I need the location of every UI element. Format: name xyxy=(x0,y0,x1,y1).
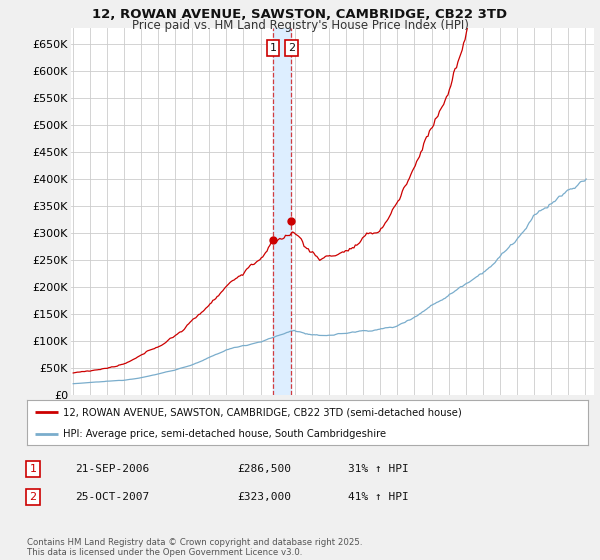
Text: 12, ROWAN AVENUE, SAWSTON, CAMBRIDGE, CB22 3TD (semi-detached house): 12, ROWAN AVENUE, SAWSTON, CAMBRIDGE, CB… xyxy=(64,408,462,418)
Text: Contains HM Land Registry data © Crown copyright and database right 2025.
This d: Contains HM Land Registry data © Crown c… xyxy=(27,538,362,557)
Text: 41% ↑ HPI: 41% ↑ HPI xyxy=(348,492,409,502)
Text: HPI: Average price, semi-detached house, South Cambridgeshire: HPI: Average price, semi-detached house,… xyxy=(64,429,386,439)
Text: £323,000: £323,000 xyxy=(237,492,291,502)
Text: 25-OCT-2007: 25-OCT-2007 xyxy=(75,492,149,502)
Text: 12, ROWAN AVENUE, SAWSTON, CAMBRIDGE, CB22 3TD: 12, ROWAN AVENUE, SAWSTON, CAMBRIDGE, CB… xyxy=(92,8,508,21)
Text: 21-SEP-2006: 21-SEP-2006 xyxy=(75,464,149,474)
Bar xyxy=(273,28,292,395)
Text: Price paid vs. HM Land Registry's House Price Index (HPI): Price paid vs. HM Land Registry's House … xyxy=(131,19,469,32)
Text: 2: 2 xyxy=(288,43,295,53)
Text: 2: 2 xyxy=(29,492,37,502)
Text: £286,500: £286,500 xyxy=(237,464,291,474)
Text: 1: 1 xyxy=(269,43,277,53)
Text: 1: 1 xyxy=(29,464,37,474)
Text: 31% ↑ HPI: 31% ↑ HPI xyxy=(348,464,409,474)
